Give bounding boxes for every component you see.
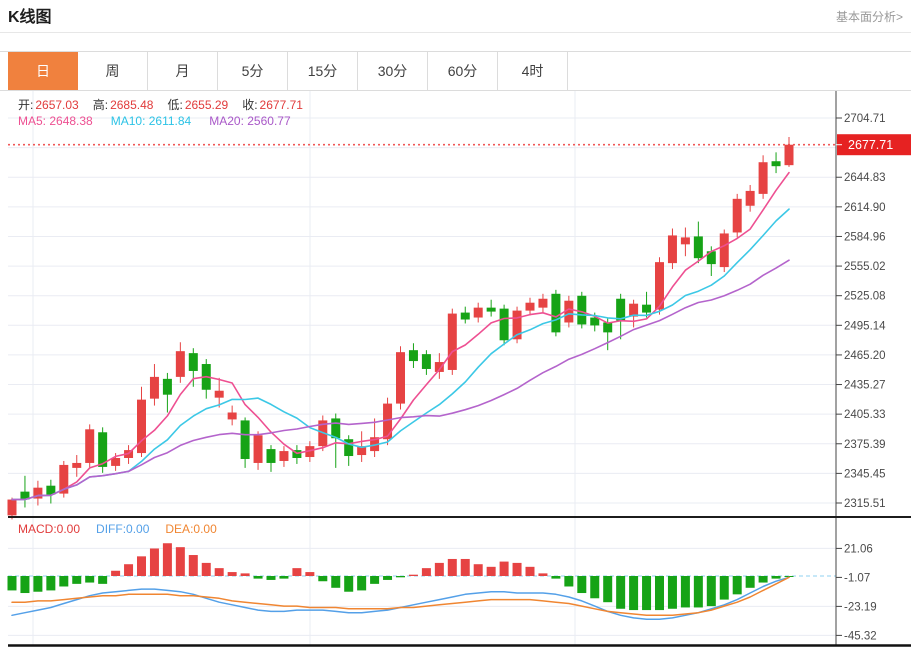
svg-text:2435.27: 2435.27 — [844, 380, 886, 392]
ma10-value: MA10: 2611.84 — [110, 114, 192, 128]
dea-value: DEA:0.00 — [165, 522, 217, 536]
ohlc-readout: 开: 2657.03 高: 2685.48 低: 2655.29 收: 2677.71 — [18, 96, 317, 113]
tab-60min[interactable]: 60分 — [428, 52, 498, 90]
close-value: 2677.71 — [259, 98, 303, 112]
low-value: 2655.29 — [184, 98, 229, 112]
tab-month[interactable]: 月 — [148, 52, 218, 90]
high-value: 2685.48 — [110, 98, 154, 112]
svg-text:2555.02: 2555.02 — [844, 261, 886, 273]
diff-value: DIFF:0.00 — [96, 522, 150, 536]
svg-text:2315.51: 2315.51 — [844, 498, 886, 510]
svg-text:2704.71: 2704.71 — [844, 113, 886, 125]
ma10-line — [11, 208, 790, 501]
tab-4hour[interactable]: 4时 — [498, 52, 568, 90]
fundamental-analysis-link[interactable]: 基本面分析> — [835, 10, 903, 24]
macd-readout: MACD:0.00 DIFF:0.00 DEA:0.00 — [18, 522, 217, 536]
svg-text:2614.90: 2614.90 — [844, 202, 886, 214]
svg-text:-1.07: -1.07 — [844, 572, 870, 584]
svg-text:2375.39: 2375.39 — [844, 439, 886, 451]
current-price-tag: 2677.71 — [836, 134, 911, 156]
macd-histogram — [7, 543, 794, 611]
ma-readout: MA5: 2648.38 MA10: 2611.84 MA20: 2560.77 — [18, 114, 291, 128]
svg-text:2525.08: 2525.08 — [844, 291, 886, 303]
timeframe-tab-bar: 日周月 5分 15分 30分 60分 4时 — [0, 51, 911, 91]
price-axis: 2704.71 2644.83 2614.90 2584.96 2555.02 2525.… — [835, 90, 886, 646]
svg-text:2405.33: 2405.33 — [844, 409, 886, 421]
tab-day[interactable]: 日 — [8, 52, 78, 90]
candle-series — [7, 137, 794, 520]
svg-text:21.06: 21.06 — [844, 543, 873, 555]
widget-header: K线图 基本面分析> — [0, 0, 911, 33]
svg-text:2677.71: 2677.71 — [848, 138, 893, 152]
svg-text:2584.96: 2584.96 — [844, 231, 886, 243]
svg-text:2495.14: 2495.14 — [844, 320, 886, 332]
tab-5min[interactable]: 5分 — [218, 52, 288, 90]
page-title: K线图 — [8, 9, 52, 26]
tab-30min[interactable]: 30分 — [358, 52, 428, 90]
svg-text:2345.45: 2345.45 — [844, 468, 886, 480]
dea-line — [11, 576, 790, 617]
svg-text:-23.19: -23.19 — [844, 601, 877, 613]
svg-text:2644.83: 2644.83 — [844, 172, 886, 184]
high-label: 高: — [92, 98, 109, 112]
tab-week[interactable]: 周 — [78, 52, 148, 90]
open-label: 开: — [18, 98, 34, 112]
svg-text:2465.20: 2465.20 — [844, 350, 886, 362]
ma20-line — [11, 259, 790, 501]
tab-15min[interactable]: 15分 — [288, 52, 358, 90]
ma5-value: MA5: 2648.38 — [18, 114, 93, 128]
ma20-value: MA20: 2560.77 — [209, 114, 291, 128]
ma5-line — [11, 171, 790, 501]
open-value: 2657.03 — [35, 98, 79, 112]
macd-value: MACD:0.00 — [18, 522, 81, 536]
low-label: 低: — [167, 98, 183, 112]
svg-text:-45.32: -45.32 — [844, 630, 877, 642]
close-label: 收: — [242, 98, 258, 112]
gridlines — [8, 90, 836, 646]
